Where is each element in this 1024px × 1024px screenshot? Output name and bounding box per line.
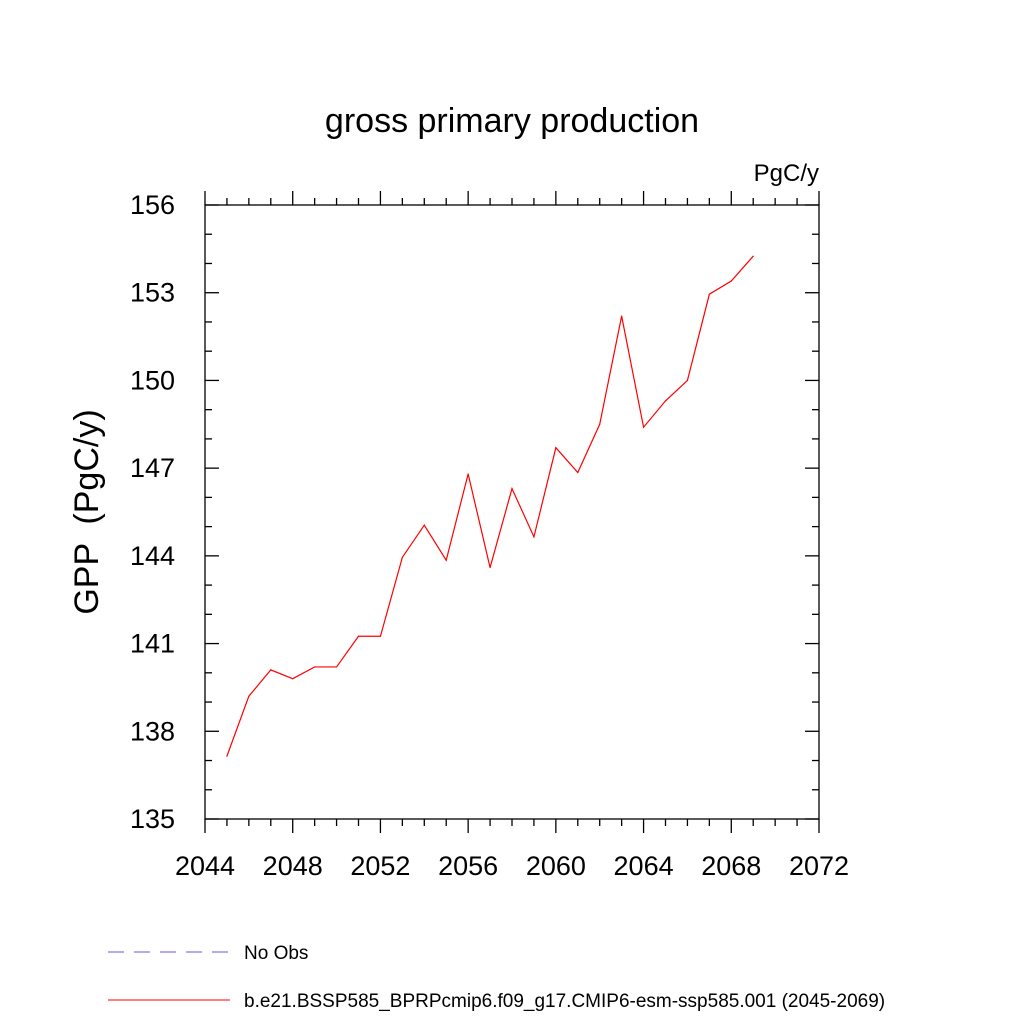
legend-label-2: b.e21.BSSP585_BPRPcmip6.f09_g17.CMIP6-es…: [244, 991, 885, 1012]
y-tick-label: 147: [130, 453, 175, 483]
legend-label-1: No Obs: [244, 943, 308, 964]
gpp-data-point: [379, 635, 382, 637]
x-tick-label: 2064: [614, 851, 674, 881]
gpp-data-point: [708, 293, 710, 295]
gpp-data-point: [467, 473, 469, 475]
y-tick-label: 144: [130, 541, 175, 571]
gpp-data-point: [730, 280, 732, 282]
gpp-data-point: [335, 666, 338, 668]
gpp-data-point: [248, 695, 250, 697]
gpp-data-point: [445, 559, 447, 561]
series-layer: [226, 255, 754, 757]
x-tick-label: 2048: [263, 851, 323, 881]
x-tick-label: 2068: [701, 851, 761, 881]
y-tick-label: 141: [130, 629, 175, 659]
plot-frame: [204, 204, 820, 820]
x-tick-label: 2072: [789, 851, 849, 881]
y-tick-label: 156: [130, 190, 175, 220]
x-tick-label: 2052: [350, 851, 410, 881]
x-tick-label: 2044: [175, 851, 235, 881]
gpp-series-line: [226, 255, 754, 757]
y-tick-label: 150: [130, 365, 175, 395]
gpp-data-point: [314, 666, 316, 668]
gpp-data-point: [489, 566, 491, 569]
units-label: PgC/y: [754, 160, 819, 187]
y-tick-labels: 135 138 141 144 147 150 153 156: [130, 190, 175, 834]
y-axis-label: GPP (PgC/y): [68, 409, 106, 614]
legend: No Obs b.e21.BSSP585_BPRPcmip6.f09_g17.CM…: [108, 943, 885, 1012]
gpp-data-point: [555, 447, 557, 449]
gpp-data-point: [401, 556, 403, 558]
gpp-data-point: [577, 471, 579, 474]
gpp-data-point: [357, 635, 360, 637]
gpp-data-point: [226, 755, 228, 757]
gpp-data-point: [599, 423, 601, 425]
x-tick-labels: 2044 2048 2052 2056 2060 2064 2068 2072: [175, 851, 849, 881]
gpp-data-point: [511, 488, 513, 490]
gpp-data-point: [664, 400, 667, 402]
gpp-data-point: [423, 524, 425, 526]
y-tick-label: 138: [130, 716, 175, 746]
gpp-data-point: [270, 669, 272, 671]
y-tick-label: 153: [130, 278, 175, 308]
gpp-data-point: [292, 678, 294, 680]
x-tick-label: 2060: [526, 851, 586, 881]
axis-ticks: [204, 191, 820, 833]
x-tick-label: 2056: [438, 851, 498, 881]
gpp-data-point: [686, 379, 689, 382]
gpp-data-point: [533, 536, 535, 538]
gpp-data-point: [642, 426, 645, 428]
gpp-data-point: [621, 315, 623, 317]
chart-title: gross primary production: [325, 102, 699, 140]
y-tick-label: 135: [130, 804, 175, 834]
gpp-data-point: [752, 255, 754, 257]
